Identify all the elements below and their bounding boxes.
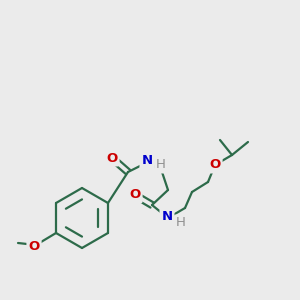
Text: H: H — [156, 158, 166, 172]
Text: N: N — [141, 154, 153, 167]
Text: N: N — [161, 211, 172, 224]
Text: O: O — [28, 241, 40, 254]
Text: O: O — [129, 188, 141, 202]
Text: H: H — [176, 217, 186, 230]
Text: O: O — [209, 158, 220, 172]
Text: O: O — [106, 152, 118, 164]
